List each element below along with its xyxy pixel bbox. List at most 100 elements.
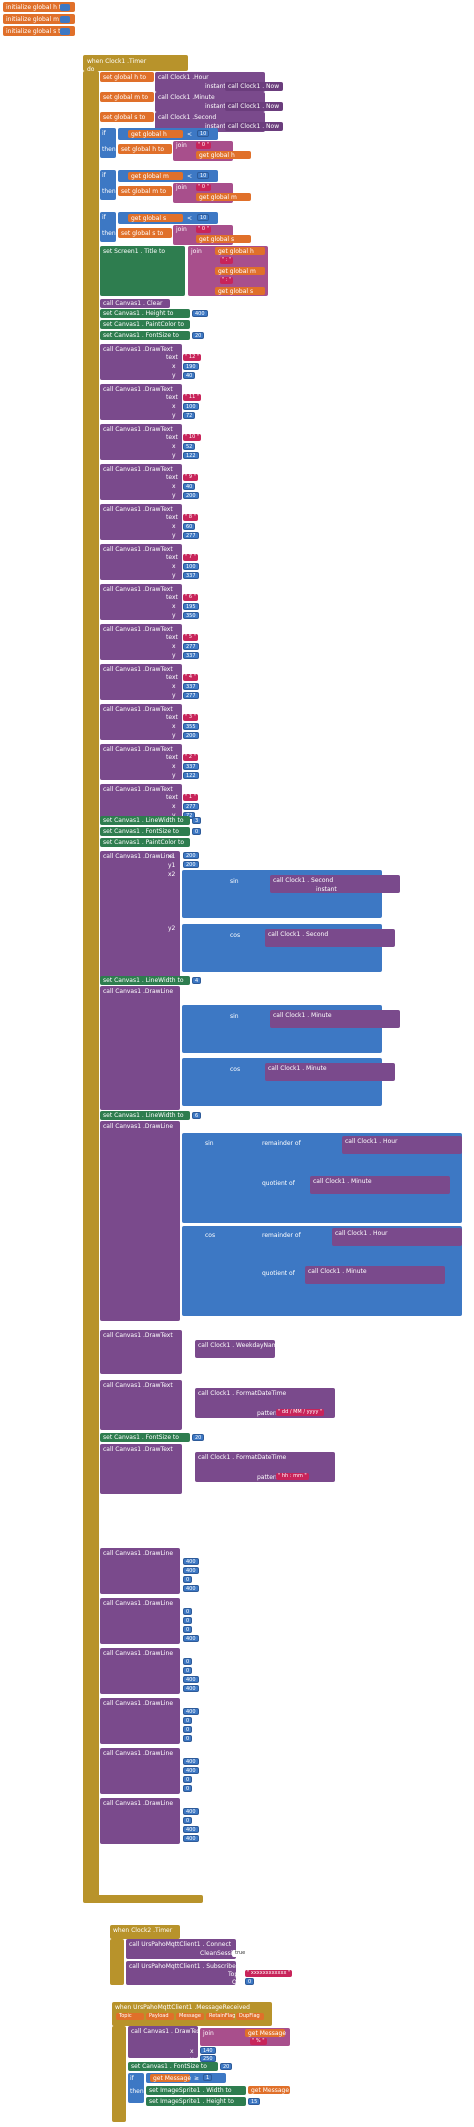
drawline-border[interactable] bbox=[100, 1548, 180, 1594]
weekday-call[interactable] bbox=[195, 1340, 275, 1358]
drawtext-block[interactable] bbox=[100, 504, 182, 540]
drawline-border-val[interactable]: 400 bbox=[183, 1676, 199, 1683]
init-global-value[interactable] bbox=[60, 3, 70, 11]
compare-num[interactable]: 10 bbox=[197, 214, 210, 221]
title-get-global[interactable] bbox=[215, 267, 265, 275]
drawline-border-val[interactable]: 400 bbox=[183, 1685, 199, 1692]
get-global-block[interactable] bbox=[128, 172, 183, 180]
drawtext-x-val[interactable]: 52 bbox=[183, 443, 196, 450]
drawline-minute[interactable] bbox=[100, 986, 180, 1110]
clock2-timer-block[interactable] bbox=[110, 1925, 180, 1939]
pattern-time[interactable]: " hh : mm " bbox=[276, 1473, 309, 1480]
call-minute-h[interactable] bbox=[310, 1176, 450, 1194]
drawtext-x-val[interactable]: 190 bbox=[183, 363, 199, 370]
drawline-border-val[interactable]: 0 bbox=[183, 1817, 193, 1824]
join-zero-str[interactable]: " 0 " bbox=[196, 184, 211, 191]
call-clock-now[interactable] bbox=[225, 82, 283, 91]
line-setting-val[interactable]: 0 bbox=[192, 828, 202, 835]
drawtext-y-val[interactable]: 40 bbox=[183, 372, 196, 379]
drawline-border-val[interactable]: 400 bbox=[183, 1567, 199, 1574]
set-global-block[interactable] bbox=[118, 144, 172, 154]
drawtext-text-val[interactable]: " 12 " bbox=[183, 354, 202, 361]
drawtext-x-val[interactable]: 355 bbox=[183, 723, 199, 730]
drawline-border[interactable] bbox=[100, 1648, 180, 1694]
if-block[interactable] bbox=[100, 170, 116, 200]
call-minute-h2[interactable] bbox=[305, 1266, 445, 1284]
title-colon[interactable]: " : " bbox=[220, 257, 234, 264]
msg-param[interactable]: Topic bbox=[116, 2013, 144, 2020]
set-screen-title[interactable] bbox=[100, 246, 185, 296]
call-minute[interactable] bbox=[270, 1010, 400, 1028]
drawtext-y-val[interactable]: 337 bbox=[183, 652, 199, 659]
line-setting[interactable] bbox=[100, 827, 190, 836]
title-get-global[interactable] bbox=[215, 287, 265, 295]
drawline-border-val[interactable]: 0 bbox=[183, 1576, 193, 1583]
drawtext-text-val[interactable]: " 9 " bbox=[183, 474, 198, 481]
line-setting-val[interactable]: 3 bbox=[192, 817, 202, 824]
call-clock-now[interactable] bbox=[225, 102, 283, 111]
drawline-border[interactable] bbox=[100, 1748, 180, 1794]
call-second-2[interactable] bbox=[265, 929, 395, 947]
drawtext-text-val[interactable]: " 5 " bbox=[183, 634, 198, 641]
drawline-border[interactable] bbox=[100, 1598, 180, 1644]
get-global-inner[interactable] bbox=[196, 235, 251, 243]
drawtext-block[interactable] bbox=[100, 384, 182, 420]
drawtext-x-val[interactable]: 40 bbox=[183, 483, 196, 490]
drawtext-block[interactable] bbox=[100, 464, 182, 500]
msg-y-val[interactable]: 250 bbox=[200, 2055, 216, 2062]
get-global-block[interactable] bbox=[128, 214, 183, 222]
drawtext-y-val[interactable]: 200 bbox=[183, 492, 199, 499]
drawline-border-val[interactable]: 400 bbox=[183, 1585, 199, 1592]
drawtext-block[interactable] bbox=[100, 344, 182, 380]
drawline-hour[interactable] bbox=[100, 1121, 180, 1321]
drawtext-x-val[interactable]: 100 bbox=[183, 403, 199, 410]
drawline-border-val[interactable]: 0 bbox=[183, 1735, 193, 1742]
drawline-border-val[interactable]: 400 bbox=[183, 1808, 199, 1815]
init-global-block[interactable] bbox=[3, 2, 75, 12]
drawtext-y-val[interactable]: 337 bbox=[183, 572, 199, 579]
msg-fontsize[interactable] bbox=[128, 2062, 218, 2071]
msg-param[interactable]: Message bbox=[176, 2013, 204, 2020]
drawtext-text-val[interactable]: " 3 " bbox=[183, 714, 198, 721]
drawtext-text-val[interactable]: " 8 " bbox=[183, 514, 198, 521]
set-global-block[interactable] bbox=[118, 186, 172, 196]
drawline-border[interactable] bbox=[100, 1798, 180, 1844]
drawline-border-val[interactable]: 400 bbox=[183, 1558, 199, 1565]
call-second[interactable] bbox=[270, 875, 400, 893]
color-swatch[interactable] bbox=[192, 839, 202, 846]
linewidth-hour-val[interactable]: 6 bbox=[192, 1112, 202, 1119]
drawtext-block[interactable] bbox=[100, 544, 182, 580]
if-block[interactable] bbox=[100, 128, 116, 158]
compare-num[interactable]: 10 bbox=[197, 172, 210, 179]
compare-num[interactable]: 10 bbox=[197, 130, 210, 137]
drawline-border-val[interactable]: 400 bbox=[183, 1635, 199, 1642]
drawtext-text-val[interactable]: " 1 " bbox=[183, 794, 198, 801]
call-minute-2[interactable] bbox=[265, 1063, 395, 1081]
get-global-inner[interactable] bbox=[196, 193, 251, 201]
drawline-border-val[interactable]: 0 bbox=[183, 1608, 193, 1615]
msg-get[interactable] bbox=[245, 2029, 285, 2037]
call-clock-now[interactable] bbox=[225, 122, 283, 131]
msg-x-val[interactable]: 140 bbox=[200, 2047, 216, 2054]
drawline-border-val[interactable]: 0 bbox=[183, 1658, 193, 1665]
init-global-value[interactable] bbox=[60, 15, 70, 23]
drawline-border-val[interactable]: 400 bbox=[183, 1826, 199, 1833]
drawtext-date[interactable] bbox=[100, 1380, 182, 1430]
drawtext-x-val[interactable]: 100 bbox=[183, 563, 199, 570]
drawline-border-val[interactable]: 0 bbox=[183, 1785, 193, 1792]
drawline-border-val[interactable]: 400 bbox=[183, 1758, 199, 1765]
drawtext-block[interactable] bbox=[100, 584, 182, 620]
drawline-border-val[interactable]: 400 bbox=[183, 1767, 199, 1774]
msg-param[interactable]: DupFlag bbox=[236, 2013, 264, 2020]
drawline-border-val[interactable]: 400 bbox=[183, 1708, 199, 1715]
drawtext-text-val[interactable]: " 11 " bbox=[183, 394, 202, 401]
linewidth-set[interactable] bbox=[100, 976, 190, 985]
drawtext-x-val[interactable]: 337 bbox=[183, 683, 199, 690]
drawline-block[interactable] bbox=[100, 851, 180, 979]
title-colon[interactable]: " : " bbox=[220, 277, 234, 284]
drawtext-block[interactable] bbox=[100, 424, 182, 460]
msg-param[interactable]: Payload bbox=[146, 2013, 174, 2020]
line-setting[interactable] bbox=[100, 816, 190, 825]
join-zero-str[interactable]: " 0 " bbox=[196, 142, 211, 149]
